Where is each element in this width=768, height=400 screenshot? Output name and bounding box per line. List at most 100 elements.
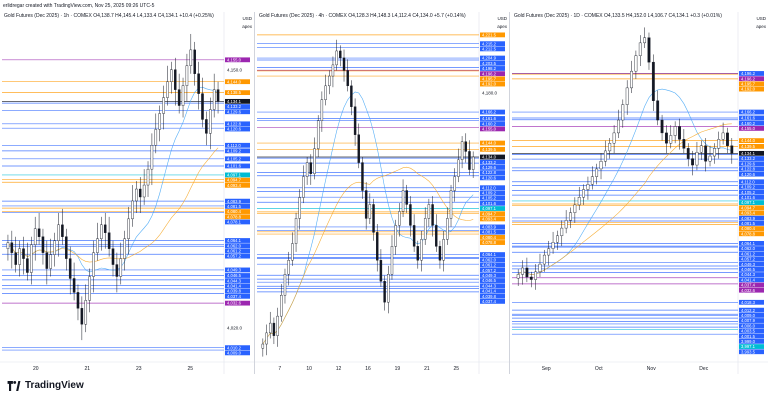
candle[interactable] [431,196,434,237]
candle[interactable] [283,268,287,304]
candle[interactable] [726,127,729,154]
candle[interactable] [453,168,456,202]
candle[interactable] [328,70,331,95]
candle[interactable] [107,216,111,257]
candle[interactable] [471,151,475,178]
candle[interactable] [704,138,708,172]
candle[interactable] [209,97,212,150]
candle[interactable] [586,176,590,200]
candle[interactable] [368,193,372,225]
candle[interactable] [630,60,633,94]
candle[interactable] [599,153,603,180]
candle[interactable] [379,249,383,287]
candle[interactable] [427,198,431,227]
candle[interactable] [346,59,349,92]
candle[interactable] [638,35,642,67]
candle[interactable] [92,240,95,293]
candle[interactable] [119,242,123,285]
candle[interactable] [538,253,542,277]
candle[interactable] [316,115,320,158]
tradingview-logo[interactable]: TradingView [6,380,84,391]
candle[interactable] [298,189,301,230]
candle[interactable] [37,212,41,245]
candle[interactable] [181,77,185,118]
candle[interactable] [357,123,360,169]
candle[interactable] [291,232,294,266]
candle[interactable] [695,141,699,171]
panel-divider[interactable] [509,12,510,374]
candle[interactable] [166,65,169,106]
candle[interactable] [339,45,342,67]
candle[interactable] [177,73,181,114]
candle[interactable] [542,249,546,272]
candle[interactable] [394,219,397,255]
candle[interactable] [464,133,467,163]
chart-panel-1d[interactable]: 4,196.2 4,196.2 4,195.7 4,192.0 4,166.2 4,161… [510,12,768,374]
candle[interactable] [699,140,703,160]
candle[interactable] [61,208,64,245]
candle[interactable] [185,53,189,102]
candle[interactable] [449,184,453,227]
candle[interactable] [111,240,115,277]
candle[interactable] [115,252,119,293]
candle[interactable] [547,240,551,266]
candle[interactable] [138,177,142,213]
candle[interactable] [158,105,161,142]
candle[interactable] [170,61,173,94]
candle[interactable] [305,157,309,185]
candle[interactable] [201,77,204,128]
candle[interactable] [647,32,651,70]
candle[interactable] [551,231,555,254]
candle[interactable] [603,140,607,167]
candle[interactable] [80,296,84,341]
candle[interactable] [665,125,668,154]
panel-divider[interactable] [254,12,255,374]
candle[interactable] [26,242,29,281]
candle[interactable] [435,214,438,252]
candle[interactable] [216,81,220,114]
candle[interactable] [582,184,585,205]
candle[interactable] [717,131,721,159]
candle[interactable] [534,264,538,290]
candle[interactable] [88,268,91,313]
candle[interactable] [617,109,620,139]
candle[interactable] [682,129,686,154]
candle[interactable] [573,197,577,223]
candle[interactable] [287,251,290,286]
candle[interactable] [457,148,460,183]
candle[interactable] [193,41,196,86]
candle[interactable] [372,198,375,241]
candle[interactable] [22,236,25,275]
candle[interactable] [678,118,681,150]
candle[interactable] [189,33,193,74]
candle[interactable] [100,216,103,251]
candle[interactable] [131,185,134,227]
candle[interactable] [376,224,379,272]
candle[interactable] [525,257,529,283]
candle[interactable] [57,212,60,257]
candle[interactable] [265,324,268,356]
candle[interactable] [730,138,734,164]
candle[interactable] [309,154,313,185]
candle[interactable] [405,184,408,213]
candle[interactable] [608,138,612,159]
candle[interactable] [197,61,200,110]
candle[interactable] [643,27,647,49]
candle[interactable] [320,91,324,132]
candle[interactable] [205,111,208,146]
candle[interactable] [41,228,45,265]
candle[interactable] [401,179,405,218]
candle[interactable] [76,284,80,321]
candle[interactable] [142,169,146,205]
candle[interactable] [409,196,412,237]
candle[interactable] [383,275,386,311]
chart-panel-1h[interactable]: 4,155.0 4,144.0 4,138.5 4,134.1 4,133.2 4,129… [0,12,254,374]
candle[interactable] [146,161,150,197]
candle[interactable] [390,235,394,280]
candle[interactable] [634,50,638,79]
candle[interactable] [65,228,68,271]
candle[interactable] [416,240,420,269]
candle[interactable] [577,186,581,211]
candle[interactable] [162,85,165,130]
candle[interactable] [154,113,158,154]
